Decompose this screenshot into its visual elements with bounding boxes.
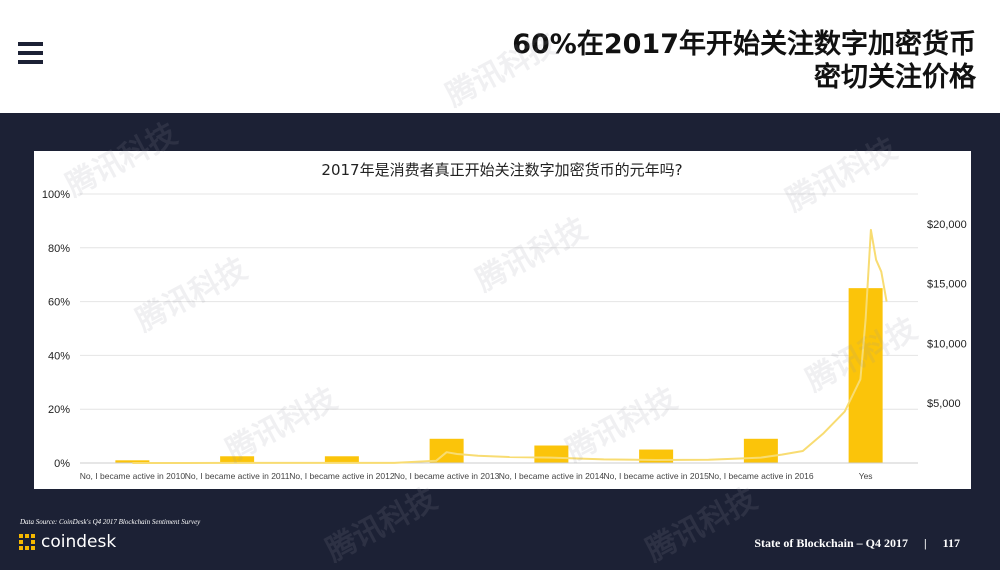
y-tick-label: 40% [48, 350, 70, 362]
hamburger-menu-icon[interactable] [18, 42, 43, 64]
x-tick-label: Yes [859, 471, 873, 481]
y-tick-label: 20% [48, 404, 70, 416]
coindesk-logo[interactable]: coindesk [18, 531, 116, 553]
bar [429, 438, 464, 463]
bar [115, 460, 150, 463]
x-tick-label: No, I became active in 2013 [394, 471, 500, 481]
price-line [132, 228, 888, 464]
y2-tick-label: $15,000 [927, 279, 967, 291]
x-tick-label: No, I became active in 2015 [603, 471, 709, 481]
data-source-note: Data Source: CoinDesk's Q4 2017 Blockcha… [20, 518, 201, 526]
chart-card: 2017年是消费者真正开始关注数字加密货币的元年吗? 0% 20% 40% 60% 80%… [34, 151, 971, 489]
x-tick-label: No, I became active in 2010 [80, 471, 186, 481]
y2-tick-label: $20,000 [927, 219, 967, 231]
bar [743, 438, 778, 463]
y2-tick-label: $10,000 [927, 338, 967, 350]
bar [534, 445, 569, 463]
footer-divider: | [924, 536, 927, 550]
logo-wordmark: coindesk [41, 532, 117, 552]
x-tick-label: No, I became active in 2016 [708, 471, 814, 481]
x-tick-label: No, I became active in 2014 [499, 471, 605, 481]
y2-tick-label: $5,000 [927, 398, 961, 410]
header-bar: 60%在2017年开始关注数字加密货币 密切关注价格 [0, 0, 1000, 113]
page-number: 117 [942, 536, 960, 550]
y-tick-label: 80% [48, 243, 70, 255]
bar-chart: 2017年是消费者真正开始关注数字加密货币的元年吗? 0% 20% 40% 60% 80%… [42, 161, 967, 481]
footer-report-title: State of Blockchain – Q4 2017 [754, 536, 908, 550]
x-tick-label: No, I became active in 2011 [185, 471, 290, 481]
y-tick-label: 100% [42, 189, 70, 201]
footer: State of Blockchain – Q4 2017 | 117 [754, 536, 960, 551]
bar [220, 456, 255, 463]
y-tick-label: 0% [54, 458, 70, 470]
slide-title: 60%在2017年开始关注数字加密货币 密切关注价格 [512, 29, 976, 93]
y-tick-label: 60% [48, 297, 70, 309]
chart-title: 2017年是消费者真正开始关注数字加密货币的元年吗? [321, 161, 682, 179]
coindesk-logo-icon [18, 533, 36, 551]
x-tick-label: No, I became active in 2012 [289, 471, 395, 481]
bar [324, 456, 359, 463]
